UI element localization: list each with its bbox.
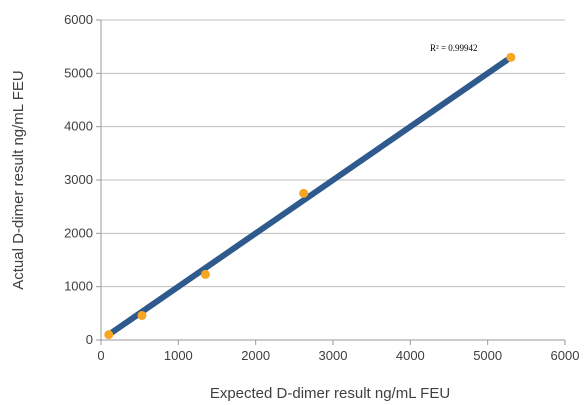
data-point-5 bbox=[506, 52, 516, 62]
y-tick-label: 3000 bbox=[64, 172, 93, 187]
axes bbox=[96, 19, 566, 345]
x-axis-title: Expected D-dimer result ng/mL FEU bbox=[210, 385, 450, 402]
data-point-3 bbox=[200, 269, 210, 279]
x-tick-label: 1000 bbox=[164, 348, 193, 363]
x-tick-label: 3000 bbox=[319, 348, 348, 363]
y-tick-label: 0 bbox=[86, 332, 93, 347]
r-squared-annotation: R² = 0.99942 bbox=[430, 43, 478, 53]
x-tick-label: 4000 bbox=[396, 348, 425, 363]
trendline-group bbox=[108, 57, 510, 337]
data-point-1 bbox=[104, 330, 114, 340]
trendline bbox=[108, 57, 510, 337]
gridlines bbox=[101, 19, 565, 288]
y-tick-label: 2000 bbox=[64, 225, 93, 240]
x-tick-label: 2000 bbox=[241, 348, 270, 363]
data-point-4 bbox=[299, 188, 309, 198]
y-tick-label: 6000 bbox=[64, 12, 93, 27]
y-tick-label: 1000 bbox=[64, 279, 93, 294]
y-axis-title: Actual D-dimer result ng/mL FEU bbox=[10, 70, 27, 290]
data-point-2 bbox=[137, 310, 147, 320]
data-points bbox=[104, 52, 516, 340]
x-tick-label: 0 bbox=[97, 348, 104, 363]
x-tick-label: 6000 bbox=[551, 348, 580, 363]
tick-labels: 0 1000 2000 3000 4000 5000 6000 0 1000 2000 3000 40… bbox=[64, 12, 579, 363]
x-tick-label: 5000 bbox=[473, 348, 502, 363]
y-tick-label: 5000 bbox=[64, 65, 93, 80]
y-tick-label: 4000 bbox=[64, 119, 93, 134]
